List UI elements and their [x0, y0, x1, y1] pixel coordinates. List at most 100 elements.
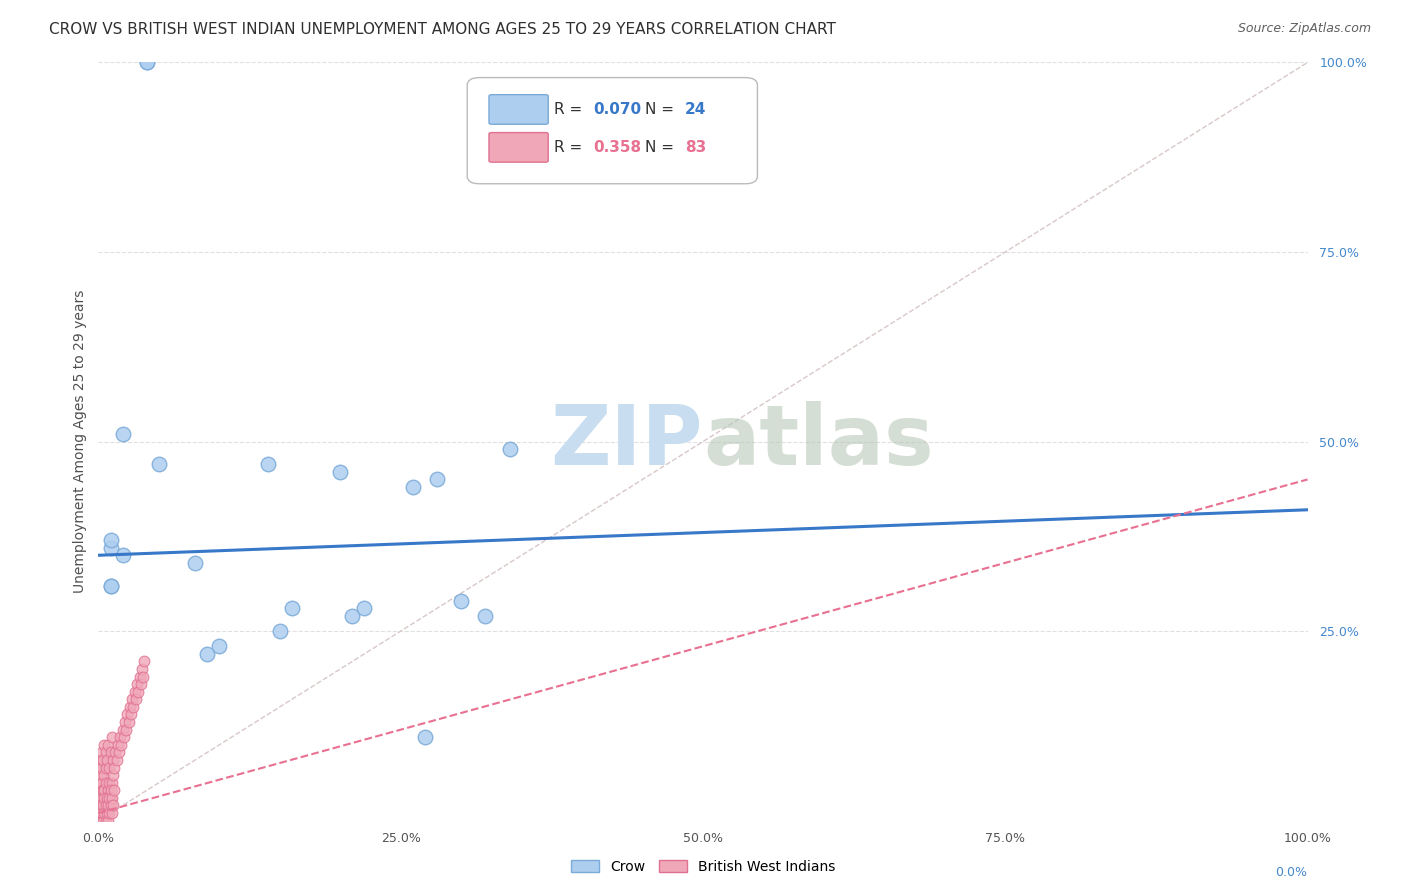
Point — [90, 806, 112, 821]
Point — [121, 692, 143, 706]
Point — [98, 760, 121, 774]
Text: 0.070: 0.070 — [593, 102, 641, 117]
Point — [93, 791, 115, 805]
Point — [94, 760, 117, 774]
Y-axis label: Unemployment Among Ages 25 to 29 years: Unemployment Among Ages 25 to 29 years — [73, 290, 87, 593]
Point — [184, 556, 207, 570]
Point — [100, 579, 122, 593]
Point — [100, 730, 122, 744]
Point — [90, 806, 112, 821]
Point — [281, 601, 304, 615]
Text: N =: N = — [645, 140, 679, 155]
Point — [100, 791, 122, 805]
Point — [89, 791, 111, 805]
Point — [110, 738, 132, 752]
Point — [100, 791, 122, 805]
Point — [89, 798, 111, 813]
Point — [91, 760, 114, 774]
Point — [90, 783, 112, 797]
Point — [148, 458, 170, 472]
Point — [100, 798, 122, 813]
Point — [96, 753, 118, 767]
Point — [93, 798, 115, 813]
Point — [118, 715, 141, 730]
Point — [208, 639, 231, 653]
Point — [329, 465, 352, 479]
Text: N =: N = — [645, 102, 679, 117]
Point — [100, 806, 122, 821]
Point — [134, 655, 156, 669]
Point — [91, 814, 114, 828]
Point — [91, 798, 114, 813]
Point — [101, 798, 124, 813]
Point — [402, 480, 425, 494]
Point — [100, 579, 122, 593]
Point — [91, 753, 114, 767]
Text: R =: R = — [554, 140, 588, 155]
Point — [98, 776, 121, 790]
Point — [135, 55, 157, 70]
Point — [256, 458, 278, 472]
Point — [115, 723, 138, 737]
Point — [90, 753, 112, 767]
Text: 24: 24 — [685, 102, 706, 117]
Point — [498, 442, 520, 457]
Point — [111, 427, 134, 442]
Point — [90, 798, 112, 813]
Point — [124, 685, 146, 699]
Point — [93, 768, 115, 782]
Point — [353, 601, 375, 615]
FancyBboxPatch shape — [489, 95, 548, 124]
Point — [101, 768, 124, 782]
Point — [269, 624, 291, 639]
Point — [101, 753, 124, 767]
Point — [105, 753, 128, 767]
Point — [117, 707, 139, 722]
Text: ZIP: ZIP — [551, 401, 703, 482]
Point — [426, 473, 449, 487]
Point — [108, 730, 131, 744]
Point — [97, 783, 120, 797]
Point — [96, 806, 118, 821]
Point — [103, 783, 125, 797]
Point — [94, 746, 117, 760]
Point — [100, 541, 122, 555]
Point — [100, 746, 122, 760]
Point — [93, 783, 115, 797]
Point — [91, 746, 114, 760]
Point — [89, 776, 111, 790]
Point — [125, 692, 148, 706]
Point — [97, 814, 120, 828]
Point — [89, 760, 111, 774]
Point — [120, 707, 142, 722]
Text: 0.0%: 0.0% — [1275, 866, 1308, 880]
Point — [100, 776, 122, 790]
Point — [127, 677, 149, 691]
Point — [111, 548, 134, 563]
Point — [474, 608, 496, 623]
Point — [94, 798, 117, 813]
Point — [100, 533, 122, 548]
Text: 0.358: 0.358 — [593, 140, 641, 155]
Point — [131, 662, 153, 676]
Text: atlas: atlas — [703, 401, 934, 482]
Point — [93, 806, 115, 821]
Text: Source: ZipAtlas.com: Source: ZipAtlas.com — [1237, 22, 1371, 36]
Point — [450, 594, 472, 608]
Point — [91, 814, 114, 828]
Point — [111, 723, 134, 737]
Legend: Crow, British West Indians: Crow, British West Indians — [564, 853, 842, 880]
Point — [195, 647, 218, 661]
Text: 83: 83 — [685, 140, 706, 155]
Point — [132, 669, 155, 683]
Point — [128, 669, 150, 683]
Point — [108, 746, 131, 760]
Point — [103, 760, 125, 774]
Point — [91, 798, 114, 813]
Point — [112, 730, 135, 744]
Point — [100, 783, 122, 797]
FancyBboxPatch shape — [467, 78, 758, 184]
FancyBboxPatch shape — [489, 133, 548, 162]
Point — [98, 806, 121, 821]
Point — [94, 814, 117, 828]
